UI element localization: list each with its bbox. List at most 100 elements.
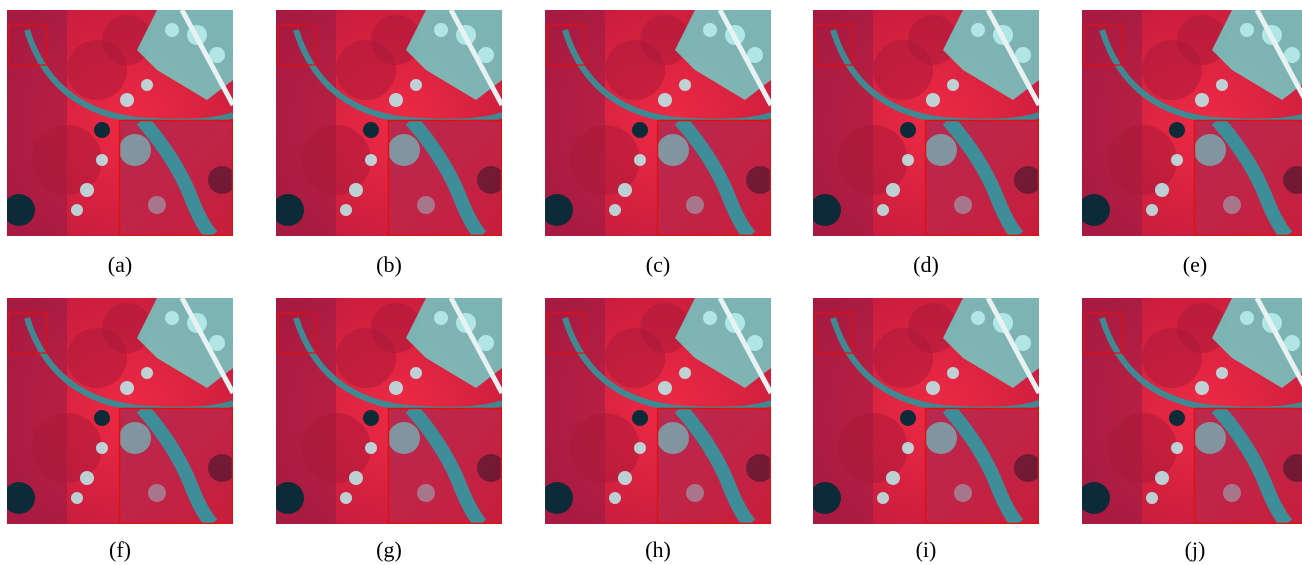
building [340, 204, 352, 216]
inset-building [1194, 134, 1226, 166]
panel [3, 298, 236, 524]
building [80, 471, 94, 485]
field-patch [1107, 413, 1177, 483]
inset-building [1194, 422, 1226, 454]
panel-image [809, 10, 1042, 236]
field-patch [838, 413, 908, 483]
building [1171, 154, 1183, 166]
water-body [363, 122, 379, 138]
field-patch [32, 413, 102, 483]
inset [925, 408, 1042, 524]
panel [3, 10, 236, 236]
figure: (a)(b)(c)(d)(e)(f)(g)(h)(i)(j) [0, 0, 1302, 565]
inset-building [388, 134, 420, 166]
building [618, 471, 632, 485]
building [902, 442, 914, 454]
building [618, 183, 632, 197]
building [609, 492, 621, 504]
panel-label: (d) [913, 252, 939, 277]
building [1195, 381, 1209, 395]
panel-image [3, 10, 236, 236]
panel [541, 298, 774, 524]
inset-building [657, 422, 689, 454]
building [877, 204, 889, 216]
water-body [632, 122, 648, 138]
building [141, 79, 153, 91]
panel-label: (i) [916, 537, 937, 562]
water-body [272, 194, 304, 226]
building [679, 367, 691, 379]
inset [657, 408, 774, 524]
building [703, 311, 717, 325]
building [349, 471, 363, 485]
building [703, 23, 717, 37]
building [634, 442, 646, 454]
inset [657, 120, 774, 236]
building [1171, 442, 1183, 454]
building [1240, 23, 1254, 37]
water-body [94, 410, 110, 426]
inset-building [417, 196, 435, 214]
building [947, 367, 959, 379]
building [679, 79, 691, 91]
building [434, 311, 448, 325]
water-body [1169, 410, 1185, 426]
inset-building [1223, 484, 1241, 502]
building [434, 23, 448, 37]
panel [272, 10, 505, 236]
building [947, 79, 959, 91]
panel-label: (c) [646, 252, 670, 277]
water-body [809, 194, 841, 226]
building [658, 93, 672, 107]
panel-image [3, 298, 236, 524]
inset-building [148, 484, 166, 502]
panel-image [1078, 298, 1302, 524]
field-patch [570, 413, 640, 483]
building [971, 23, 985, 37]
field-patch [570, 125, 640, 195]
water-body [363, 410, 379, 426]
panel [1078, 10, 1302, 236]
building [1195, 93, 1209, 107]
water-body [1078, 482, 1110, 514]
building [120, 381, 134, 395]
inset [1194, 408, 1302, 524]
panel [541, 10, 774, 236]
inset-building [119, 422, 151, 454]
building [389, 381, 403, 395]
inset [388, 408, 505, 524]
building [96, 154, 108, 166]
panel-label: (j) [1185, 537, 1206, 562]
building [80, 183, 94, 197]
building [141, 367, 153, 379]
building [349, 183, 363, 197]
building [120, 93, 134, 107]
building [96, 442, 108, 454]
water-body [541, 482, 573, 514]
inset [119, 120, 236, 236]
water-body [541, 194, 573, 226]
panel-label: (g) [376, 537, 402, 562]
panel [809, 10, 1042, 236]
building [340, 492, 352, 504]
field-patch [1107, 125, 1177, 195]
panel-image [809, 298, 1042, 524]
building [365, 154, 377, 166]
panel-image [541, 298, 774, 524]
panel [1078, 298, 1302, 524]
building [634, 154, 646, 166]
inset-building [925, 134, 957, 166]
panel-image [1078, 10, 1302, 236]
building [410, 79, 422, 91]
panel-image [541, 10, 774, 236]
building [71, 492, 83, 504]
field-patch [301, 413, 371, 483]
inset-building [417, 484, 435, 502]
inset-building [686, 484, 704, 502]
panel [809, 298, 1042, 524]
panel-label: (b) [376, 252, 402, 277]
building [1146, 204, 1158, 216]
panel-label: (f) [109, 537, 131, 562]
inset-building [388, 422, 420, 454]
building [410, 367, 422, 379]
